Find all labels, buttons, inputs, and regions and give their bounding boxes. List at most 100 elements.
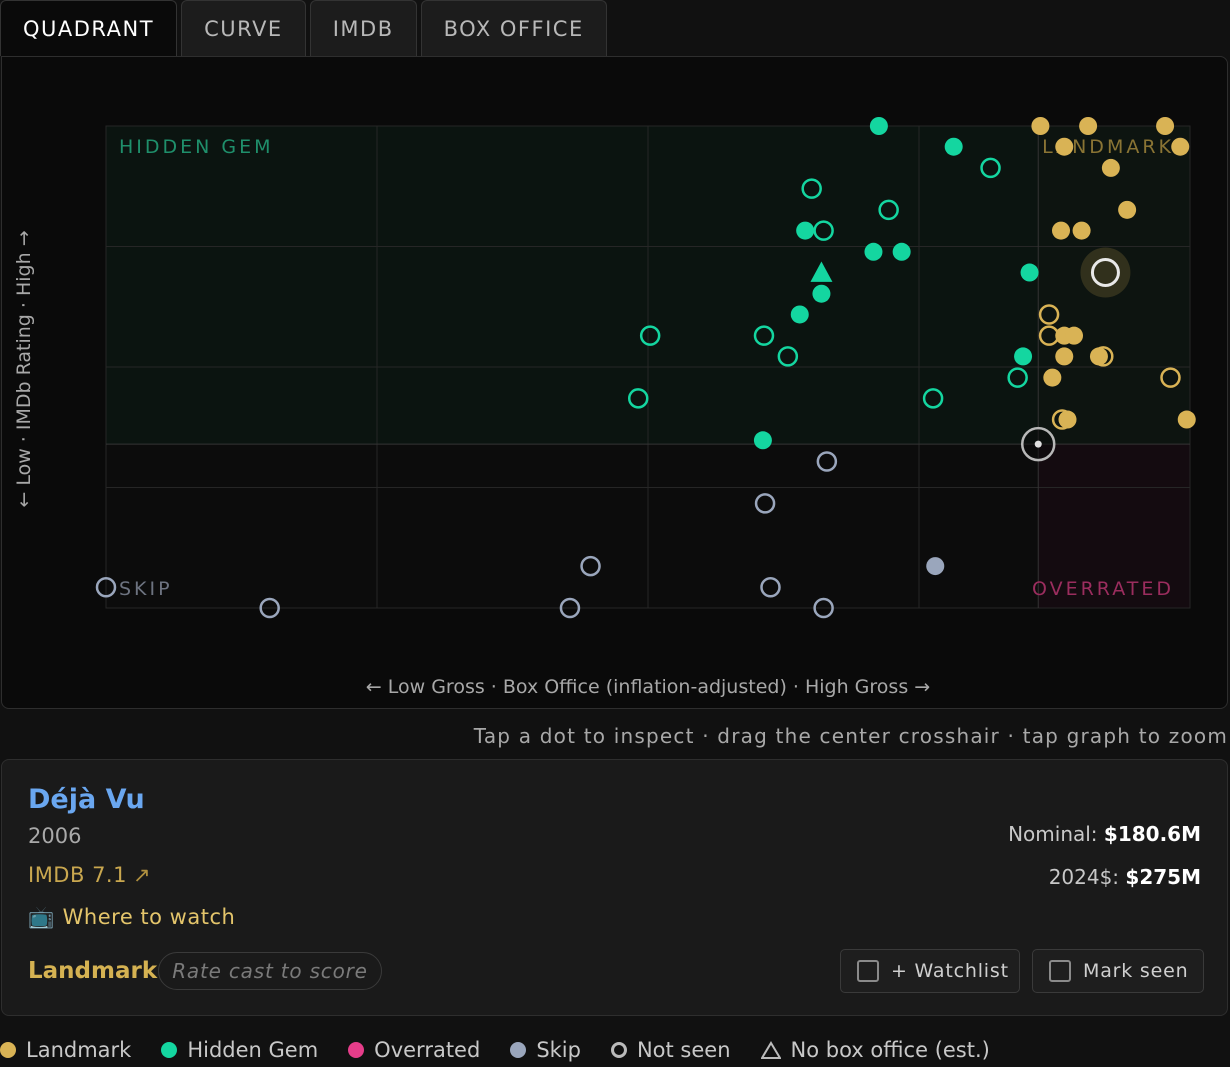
triangle-icon: [760, 1041, 781, 1059]
data-point-not-seen[interactable]: [259, 597, 280, 619]
data-point-not-seen[interactable]: [801, 178, 822, 199]
data-point[interactable]: [869, 117, 888, 135]
data-point[interactable]: [1065, 326, 1084, 345]
data-point-not-seen[interactable]: [639, 325, 661, 346]
legend: Landmark Hidden Gem Overrated Skip Not s…: [0, 1038, 1020, 1062]
tab-curve[interactable]: CURVE: [181, 0, 306, 56]
where-to-watch-link[interactable]: 📺 Where to watch: [28, 905, 235, 930]
data-point[interactable]: [753, 431, 772, 450]
landmark-region: [1038, 126, 1190, 445]
nominal-label: Nominal:: [1008, 822, 1098, 846]
quadrant-label-hidden-gem: HIDDEN GEM: [119, 136, 274, 158]
data-point-not-seen[interactable]: [816, 451, 838, 472]
tv-icon: 📺: [28, 905, 55, 929]
data-point[interactable]: [944, 137, 963, 156]
chart-panel[interactable]: HIDDEN GEM LANDMARK SKIP OVERRATED ← Low…: [1, 56, 1228, 709]
data-point[interactable]: [1079, 117, 1098, 135]
data-point[interactable]: [1020, 263, 1039, 282]
data-point-not-seen[interactable]: [753, 325, 775, 346]
data-point-not-seen[interactable]: [760, 577, 781, 598]
data-point-not-seen[interactable]: [878, 199, 899, 221]
category-label: Landmark: [28, 958, 158, 984]
imdb-rating: IMDB 7.1: [28, 863, 127, 887]
data-point-not-seen[interactable]: [559, 597, 581, 619]
adjusted-label: 2024$:: [1048, 865, 1120, 889]
legend-hidden-gem: Hidden Gem: [161, 1038, 318, 1062]
skip-region: [106, 444, 1039, 608]
data-point-not-seen[interactable]: [980, 157, 1001, 179]
adjusted-value: $275M: [1125, 865, 1201, 889]
data-point[interactable]: [1177, 410, 1196, 429]
data-point[interactable]: [926, 557, 945, 576]
data-point-not-seen[interactable]: [580, 555, 601, 577]
imdb-link[interactable]: IMDB 7.1 ↗: [28, 863, 151, 887]
data-point-not-seen[interactable]: [1093, 346, 1114, 367]
data-point[interactable]: [1171, 137, 1190, 156]
legend-skip: Skip: [510, 1038, 581, 1062]
data-point-not-seen[interactable]: [813, 220, 834, 241]
watchlist-button[interactable]: + Watchlist: [840, 949, 1020, 993]
data-point[interactable]: [1052, 221, 1071, 240]
data-point-not-seen[interactable]: [95, 577, 117, 598]
adjusted-gross: 2024$: $275M: [1049, 865, 1201, 889]
legend-not-seen: Not seen: [610, 1038, 731, 1062]
selected-data-point[interactable]: [1090, 258, 1120, 288]
data-point[interactable]: [1118, 200, 1137, 219]
legend-landmark-label: Landmark: [26, 1038, 132, 1062]
watchlist-label: + Watchlist: [891, 960, 1009, 982]
overrated-region: [1038, 444, 1190, 608]
legend-hidden-gem-label: Hidden Gem: [187, 1038, 319, 1062]
data-point[interactable]: [1055, 347, 1074, 366]
chart-hint: Tap a dot to inspect · drag the center c…: [473, 724, 1228, 748]
data-point-not-seen[interactable]: [922, 388, 944, 409]
view-tabs: QUADRANT CURVE IMDB BOX OFFICE: [0, 0, 611, 56]
data-point[interactable]: [892, 242, 911, 261]
legend-overrated: Overrated: [348, 1038, 480, 1062]
crosshair-center-dot: [1034, 440, 1042, 448]
rate-cast-button[interactable]: Rate cast to score: [158, 952, 382, 990]
data-point[interactable]: [1101, 158, 1120, 177]
data-point[interactable]: [790, 305, 809, 324]
tab-quadrant[interactable]: QUADRANT: [0, 0, 178, 56]
data-point[interactable]: [1089, 347, 1108, 366]
quadrant-chart[interactable]: HIDDEN GEM LANDMARK SKIP OVERRATED ← Low…: [2, 57, 1229, 710]
data-point-not-seen[interactable]: [777, 346, 799, 367]
legend-no-box-office: No box office (est.): [760, 1038, 990, 1062]
movie-title[interactable]: Déjà Vu: [28, 784, 145, 815]
mark-seen-checkbox[interactable]: [1049, 960, 1071, 982]
data-point-not-seen[interactable]: [813, 597, 834, 619]
watchlist-checkbox[interactable]: [857, 960, 879, 982]
landmark-swatch: [0, 1042, 16, 1058]
data-point[interactable]: [1031, 117, 1050, 135]
data-point[interactable]: [796, 221, 815, 240]
data-point[interactable]: [812, 284, 831, 303]
data-point[interactable]: [1058, 410, 1077, 429]
legend-overrated-label: Overrated: [374, 1038, 481, 1062]
quadrant-label-landmark: LANDMARK: [1042, 136, 1174, 158]
movie-year: 2006: [28, 824, 82, 848]
mark-seen-label: Mark seen: [1083, 960, 1189, 982]
data-point[interactable]: [1156, 117, 1175, 135]
tab-imdb[interactable]: IMDB: [309, 0, 417, 56]
hidden-gem-region: [106, 126, 1039, 445]
legend-skip-label: Skip: [536, 1038, 581, 1062]
data-point-not-seen[interactable]: [1160, 367, 1181, 388]
x-axis-label: ← Low Gross · Box Office (inflation-adju…: [366, 676, 930, 698]
y-axis-label: ← Low · IMDb Rating · High →: [13, 230, 35, 507]
tab-box-office[interactable]: BOX OFFICE: [420, 0, 607, 56]
data-point-estimated[interactable]: [810, 261, 833, 282]
data-point[interactable]: [1055, 137, 1074, 156]
nominal-value: $180.6M: [1103, 822, 1201, 846]
data-point[interactable]: [864, 242, 883, 261]
data-point-not-seen[interactable]: [1007, 367, 1028, 388]
data-point[interactable]: [1072, 221, 1091, 240]
data-point-not-seen[interactable]: [754, 493, 776, 514]
data-point-not-seen[interactable]: [627, 388, 649, 409]
legend-not-seen-label: Not seen: [636, 1038, 731, 1062]
mark-seen-button[interactable]: Mark seen: [1032, 949, 1204, 993]
data-point[interactable]: [1014, 347, 1033, 366]
movie-detail-card: Déjà Vu 2006 IMDB 7.1 ↗ 📺 Where to watch L…: [1, 759, 1228, 1016]
data-point-not-seen[interactable]: [1038, 304, 1060, 325]
data-point[interactable]: [1043, 368, 1062, 387]
legend-landmark: Landmark: [0, 1038, 131, 1062]
